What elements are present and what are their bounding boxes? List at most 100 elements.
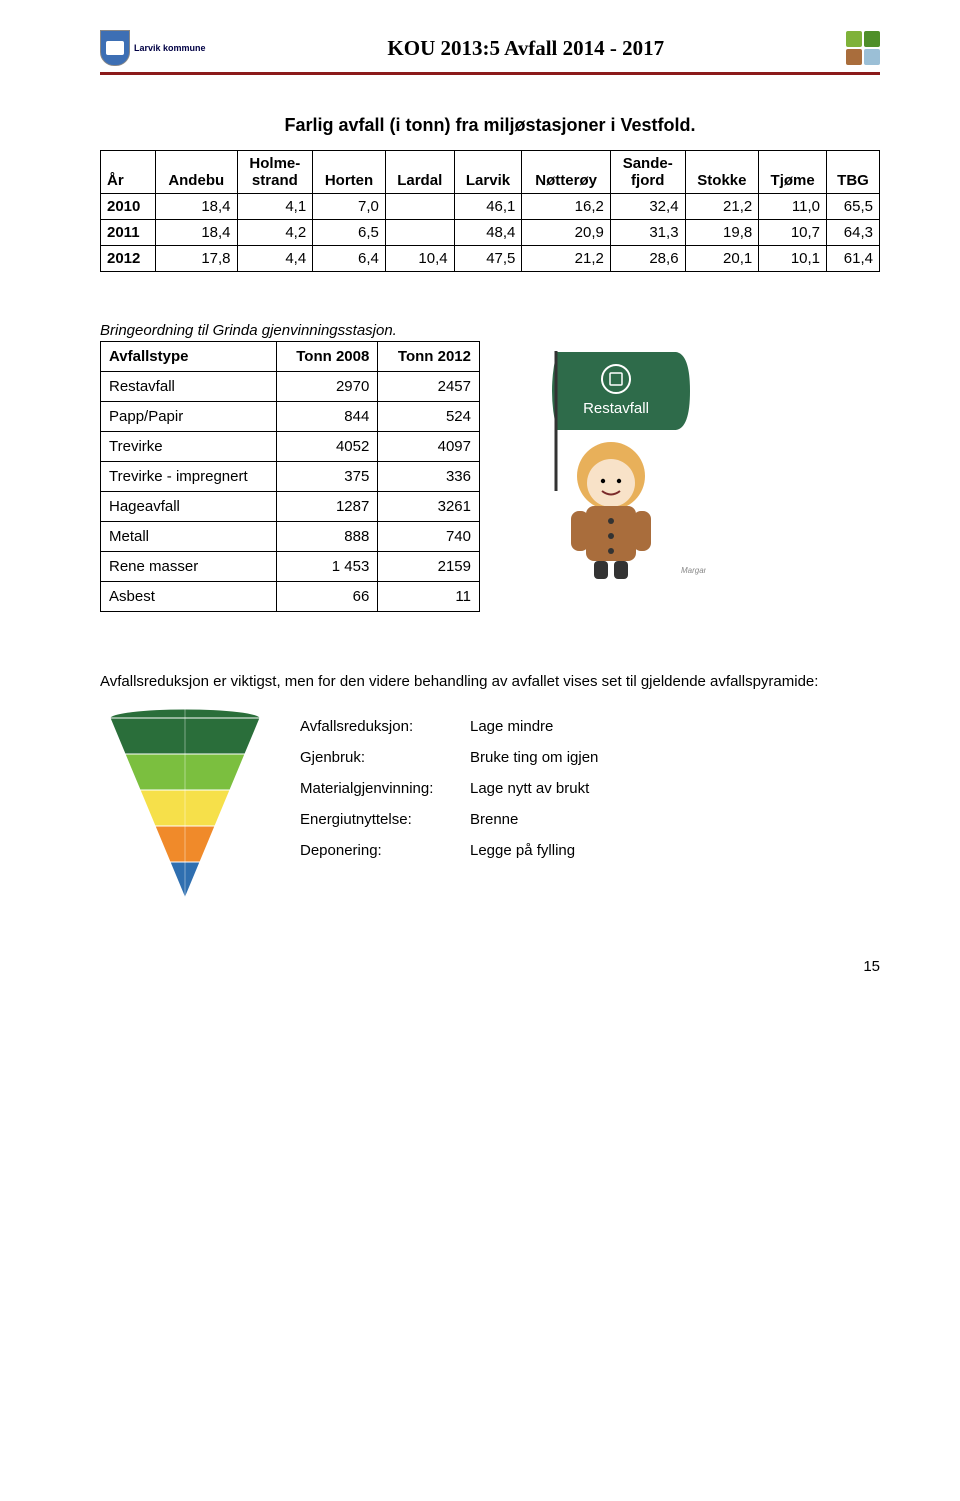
definition-term: Materialgjenvinning: (300, 780, 470, 797)
logo-left-text: Larvik kommune (134, 43, 206, 53)
cell: Hageavfall (101, 492, 277, 522)
definition-row: Materialgjenvinning:Lage nytt av brukt (300, 780, 598, 797)
definition-value: Brenne (470, 811, 598, 828)
section1-title: Farlig avfall (i tonn) fra miljøstasjone… (100, 115, 880, 136)
cell: 61,4 (827, 246, 880, 272)
cell: 48,4 (454, 220, 522, 246)
cell: 11 (378, 582, 480, 612)
cell: 2970 (276, 372, 378, 402)
cell: 10,4 (385, 246, 454, 272)
definition-value: Bruke ting om igjen (470, 749, 598, 766)
col-header: Lardal (385, 151, 454, 194)
definition-row: Avfallsreduksjon:Lage mindre (300, 718, 598, 735)
cell: 2011 (101, 220, 156, 246)
col-header: Avfallstype (101, 342, 277, 372)
col-header: Larvik (454, 151, 522, 194)
cell: 2457 (378, 372, 480, 402)
eco-tile (846, 49, 862, 65)
cell: 18,4 (155, 194, 237, 220)
cell: 375 (276, 462, 378, 492)
table-row: 201217,84,46,410,447,521,228,620,110,161… (101, 246, 880, 272)
col-header: Horten (313, 151, 386, 194)
definition-row: Gjenbruk:Bruke ting om igjen (300, 749, 598, 766)
col-header: Stokke (685, 151, 759, 194)
cell (385, 220, 454, 246)
definition-value: Lage nytt av brukt (470, 780, 598, 797)
cell: 524 (378, 402, 480, 432)
logo-left: Larvik kommune (100, 30, 206, 66)
cell: 65,5 (827, 194, 880, 220)
cell: 4,2 (237, 220, 313, 246)
cell: 336 (378, 462, 480, 492)
table-header-row: AvfallstypeTonn 2008Tonn 2012 (101, 342, 480, 372)
col-header: Andebu (155, 151, 237, 194)
table-avfallstype: AvfallstypeTonn 2008Tonn 2012 Restavfall… (100, 341, 480, 612)
cell: 1 453 (276, 552, 378, 582)
cell: Rene masser (101, 552, 277, 582)
cell: Trevirke - impregnert (101, 462, 277, 492)
cell: 66 (276, 582, 378, 612)
definition-term: Energiutnyttelse: (300, 811, 470, 828)
intro-paragraph: Avfallsreduksjon er viktigst, men for de… (100, 672, 880, 692)
cell: 32,4 (610, 194, 685, 220)
waste-pyramid-icon (100, 708, 270, 918)
table-row: 201018,44,17,046,116,232,421,211,065,5 (101, 194, 880, 220)
table-row: Metall888740 (101, 522, 480, 552)
cell: 2012 (101, 246, 156, 272)
cell: Trevirke (101, 432, 277, 462)
cell: 21,2 (522, 246, 610, 272)
table-row: Trevirke - impregnert375336 (101, 462, 480, 492)
cell: 888 (276, 522, 378, 552)
cell: 16,2 (522, 194, 610, 220)
header-rule (100, 72, 880, 75)
table-row: Restavfall29702457 (101, 372, 480, 402)
mascot-illustration: Restavfall Margaret (516, 341, 706, 581)
definition-term: Deponering: (300, 842, 470, 859)
definition-term: Avfallsreduksjon: (300, 718, 470, 735)
table-row: 201118,44,26,548,420,931,319,810,764,3 (101, 220, 880, 246)
shield-icon (100, 30, 130, 66)
document-title: KOU 2013:5 Avfall 2014 - 2017 (206, 36, 846, 61)
cell: 20,9 (522, 220, 610, 246)
cell: 21,2 (685, 194, 759, 220)
mascot-flag-label: Restavfall (583, 400, 649, 417)
col-header: Nøtterøy (522, 151, 610, 194)
col-header: År (101, 151, 156, 194)
cell: 4,1 (237, 194, 313, 220)
eco-tile (846, 31, 862, 47)
cell: Papp/Papir (101, 402, 277, 432)
definitions-list: Avfallsreduksjon:Lage mindre Gjenbruk:Bru… (300, 708, 598, 873)
cell: Restavfall (101, 372, 277, 402)
table-header-row: ÅrAndebuHolme- strandHortenLardalLarvikN… (101, 151, 880, 194)
cell: 10,7 (759, 220, 827, 246)
definition-row: Energiutnyttelse:Brenne (300, 811, 598, 828)
cell: Metall (101, 522, 277, 552)
definition-row: Deponering:Legge på fylling (300, 842, 598, 859)
cell: 6,5 (313, 220, 386, 246)
cell: 46,1 (454, 194, 522, 220)
col-header: Sande- fjord (610, 151, 685, 194)
cell: 28,6 (610, 246, 685, 272)
definition-term: Gjenbruk: (300, 749, 470, 766)
cell: 64,3 (827, 220, 880, 246)
cell: 31,3 (610, 220, 685, 246)
cell: 844 (276, 402, 378, 432)
cell: 6,4 (313, 246, 386, 272)
section2-caption: Bringeordning til Grinda gjenvinningssta… (100, 322, 880, 339)
col-header: TBG (827, 151, 880, 194)
cell (385, 194, 454, 220)
eco-tile (864, 31, 880, 47)
cell: 20,1 (685, 246, 759, 272)
cell: 3261 (378, 492, 480, 522)
col-header: Holme- strand (237, 151, 313, 194)
eco-tile (864, 49, 880, 65)
col-header: Tonn 2012 (378, 342, 480, 372)
svg-text:Margaret: Margaret (681, 566, 706, 575)
table-row: Hageavfall12873261 (101, 492, 480, 522)
cell: 7,0 (313, 194, 386, 220)
definition-value: Legge på fylling (470, 842, 598, 859)
cell: 740 (378, 522, 480, 552)
cell: 4,4 (237, 246, 313, 272)
table-farlig-avfall: ÅrAndebuHolme- strandHortenLardalLarvikN… (100, 150, 880, 272)
page-number: 15 (100, 958, 880, 975)
